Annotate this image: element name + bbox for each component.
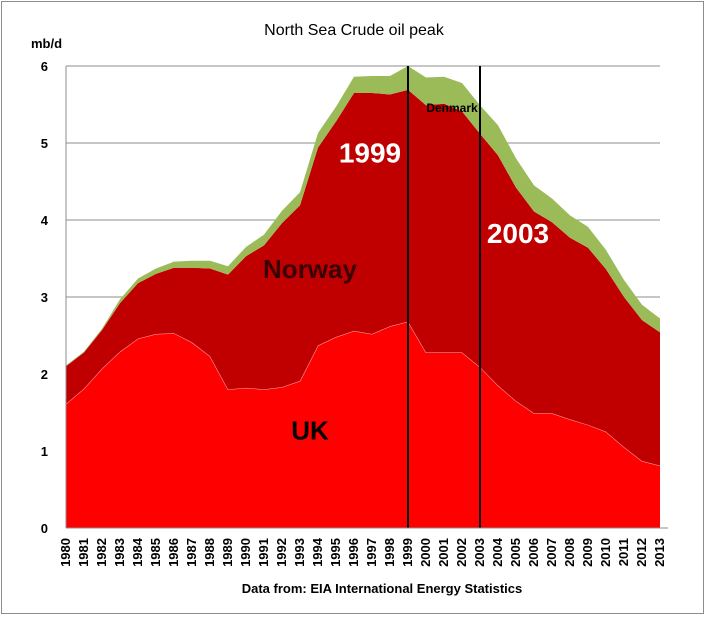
chart-title: North Sea Crude oil peak — [264, 22, 445, 39]
x-tick-label: 1986 — [166, 538, 181, 567]
area-label-uk: UK — [291, 415, 329, 445]
x-tick-label: 2006 — [526, 538, 541, 567]
y-tick-label: 6 — [41, 59, 48, 74]
x-tick-label: 2008 — [562, 538, 577, 567]
y-tick-label: 5 — [41, 136, 48, 151]
source-note: Data from: EIA International Energy Stat… — [242, 581, 523, 596]
x-tick-label: 2001 — [436, 538, 451, 567]
x-tick-label: 1992 — [274, 538, 289, 567]
x-tick-label: 2009 — [580, 538, 595, 567]
x-tick-label: 2012 — [634, 538, 649, 567]
x-tick-label: 1996 — [346, 538, 361, 567]
x-tick-label: 2004 — [490, 537, 505, 567]
area-label-norway: Norway — [263, 254, 357, 284]
x-tick-label: 1982 — [94, 538, 109, 567]
x-tick-label: 1999 — [400, 538, 415, 567]
marker-label-1999: 1999 — [339, 137, 401, 168]
y-tick-label: 2 — [41, 367, 48, 382]
x-tick-label: 1995 — [328, 538, 343, 567]
x-tick-label: 2005 — [508, 538, 523, 567]
x-tick-label: 2010 — [598, 538, 613, 567]
stacked-areas — [65, 66, 661, 528]
x-tick-label: 1980 — [58, 538, 73, 567]
x-tick-label: 1985 — [148, 538, 163, 567]
x-tick-label: 2003 — [472, 538, 487, 567]
x-tick-label: 2002 — [454, 538, 469, 567]
x-tick-label: 2007 — [544, 538, 559, 567]
x-tick-label: 1987 — [184, 538, 199, 567]
marker-label-2003: 2003 — [487, 218, 549, 249]
x-tick-label: 1991 — [256, 538, 271, 567]
x-tick-label: 2000 — [418, 538, 433, 567]
uk-boundary-line — [65, 321, 661, 467]
y-tick-label: 0 — [41, 521, 48, 536]
x-tick-label: 1998 — [382, 538, 397, 567]
x-tick-label: 1989 — [220, 538, 235, 567]
area-uk — [66, 321, 660, 528]
area-norway — [66, 89, 660, 466]
y-axis-label: mb/d — [31, 36, 62, 51]
x-tick-label: 1990 — [238, 538, 253, 567]
x-tick-label: 1993 — [292, 538, 307, 567]
x-tick-label: 1994 — [310, 537, 325, 567]
x-tick-label: 1983 — [112, 538, 127, 567]
year-markers — [407, 66, 481, 528]
area-labels: 1999 2003 UK Norway Denmark — [263, 101, 549, 445]
x-tick-label: 1988 — [202, 538, 217, 567]
x-tick-label: 2013 — [652, 538, 667, 567]
x-tick-label: 1981 — [76, 538, 91, 567]
y-tick-label: 3 — [41, 290, 48, 305]
y-tick-label: 4 — [41, 213, 49, 228]
x-tick-label: 1984 — [130, 537, 145, 567]
x-tick-label: 1997 — [364, 538, 379, 567]
y-tick-label: 1 — [41, 444, 48, 459]
x-tick-label: 2011 — [616, 538, 631, 566]
annotation-denmark: Denmark — [426, 101, 478, 115]
